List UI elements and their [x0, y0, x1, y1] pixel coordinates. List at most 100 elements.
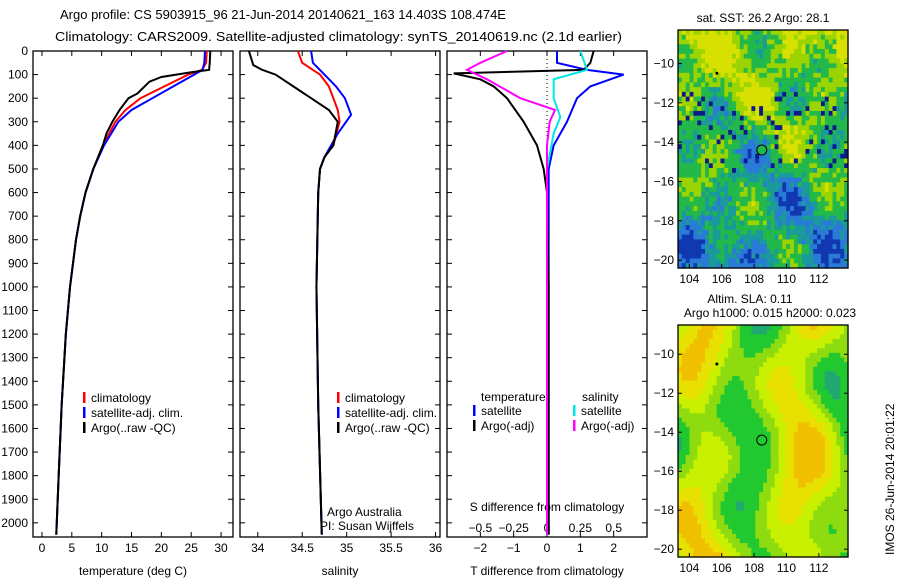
map-cell: [813, 403, 818, 410]
lon-tick-label: 106: [712, 272, 732, 286]
map-cell: [786, 53, 791, 60]
map-cell: [782, 450, 787, 456]
map-cell: [809, 413, 814, 419]
map-cell: [708, 172, 714, 179]
map-cell: [697, 543, 702, 549]
map-cell: [801, 371, 807, 377]
map-cell: [817, 253, 822, 260]
map-cell: [832, 110, 838, 117]
lat-tick-label: −18: [654, 214, 675, 228]
map-cell: [751, 529, 756, 535]
map-cell: [836, 464, 841, 470]
map-cell: [705, 450, 710, 456]
map-cell: [732, 177, 737, 183]
map-cell: [724, 329, 729, 335]
map-cell: [705, 82, 710, 88]
map-cell: [840, 538, 845, 544]
map-cell: [805, 524, 810, 530]
map-cell: [790, 229, 795, 236]
map-cell: [840, 125, 845, 131]
map-cell: [844, 505, 849, 512]
map-cell: [813, 366, 818, 372]
map-cell: [766, 239, 772, 245]
map-cell: [685, 91, 691, 98]
map-cell: [801, 357, 807, 363]
legend-label: satellite: [481, 404, 522, 418]
map-cell: [747, 30, 753, 36]
map-cell: [728, 422, 733, 428]
map-cell: [693, 348, 698, 354]
temperature-xtick-label: 10: [95, 541, 109, 555]
map-cell: [705, 39, 710, 45]
map-cell: [681, 258, 687, 264]
map-cell: [716, 220, 722, 226]
map-cell: [793, 163, 799, 169]
map-cell: [712, 394, 718, 400]
map-cell: [708, 30, 714, 36]
map-cell: [743, 72, 749, 79]
map-cell: [743, 552, 749, 558]
map-cell: [805, 399, 810, 405]
map-cell: [720, 158, 725, 164]
map-cell: [778, 482, 783, 488]
map-cell: [685, 413, 691, 419]
map-cell: [786, 362, 791, 368]
map-cell: [759, 431, 764, 437]
map-cell: [836, 454, 841, 461]
map-cell: [790, 445, 795, 451]
map-cell: [832, 459, 838, 465]
map-cell: [801, 201, 807, 207]
map-cell: [697, 215, 702, 221]
map-cell: [774, 524, 780, 530]
map-cell: [705, 134, 710, 141]
map-cell: [820, 348, 826, 354]
salinity-xtick-label: 34.5: [291, 541, 315, 555]
map-cell: [724, 77, 729, 83]
map-cell: [716, 77, 722, 83]
map-cell: [836, 343, 841, 349]
map-cell: [735, 72, 741, 79]
map-cell: [685, 338, 691, 345]
map-cell: [759, 177, 764, 183]
map-cell: [763, 380, 768, 386]
map-cell: [685, 134, 691, 141]
map-cell: [840, 63, 845, 69]
map-cell: [716, 163, 722, 169]
map-cell: [766, 450, 772, 456]
map-cell: [708, 552, 714, 558]
map-cell: [840, 501, 845, 507]
map-cell: [790, 134, 795, 141]
map-cell: [712, 329, 718, 335]
map-cell: [778, 215, 783, 221]
map-cell: [786, 49, 791, 55]
map-cell: [786, 149, 791, 155]
map-cell: [809, 220, 814, 226]
map-cell: [708, 473, 714, 479]
map-cell: [735, 547, 741, 553]
map-cell: [720, 325, 725, 331]
map-cell: [790, 82, 795, 88]
map-cell: [732, 366, 737, 372]
map-cell: [689, 357, 695, 363]
map-cell: [693, 201, 698, 207]
map-cell: [817, 357, 822, 363]
legend-swatch: [573, 405, 576, 416]
map-cell: [786, 229, 791, 236]
map-cell: [832, 34, 838, 41]
map-cell: [801, 385, 807, 391]
map-cell: [732, 427, 737, 433]
map-cell: [712, 168, 718, 174]
map-cell: [678, 552, 683, 558]
map-cell: [747, 403, 753, 410]
map-cell: [778, 248, 783, 255]
map-cell: [836, 482, 841, 488]
map-cell: [844, 30, 849, 36]
map-cell: [840, 454, 845, 461]
map-cell: [693, 366, 698, 372]
map-cell: [793, 343, 799, 349]
map-cell: [770, 445, 776, 451]
map-cell: [824, 348, 830, 354]
map-cell: [817, 168, 822, 174]
map-cell: [689, 125, 695, 131]
map-cell: [778, 134, 783, 141]
